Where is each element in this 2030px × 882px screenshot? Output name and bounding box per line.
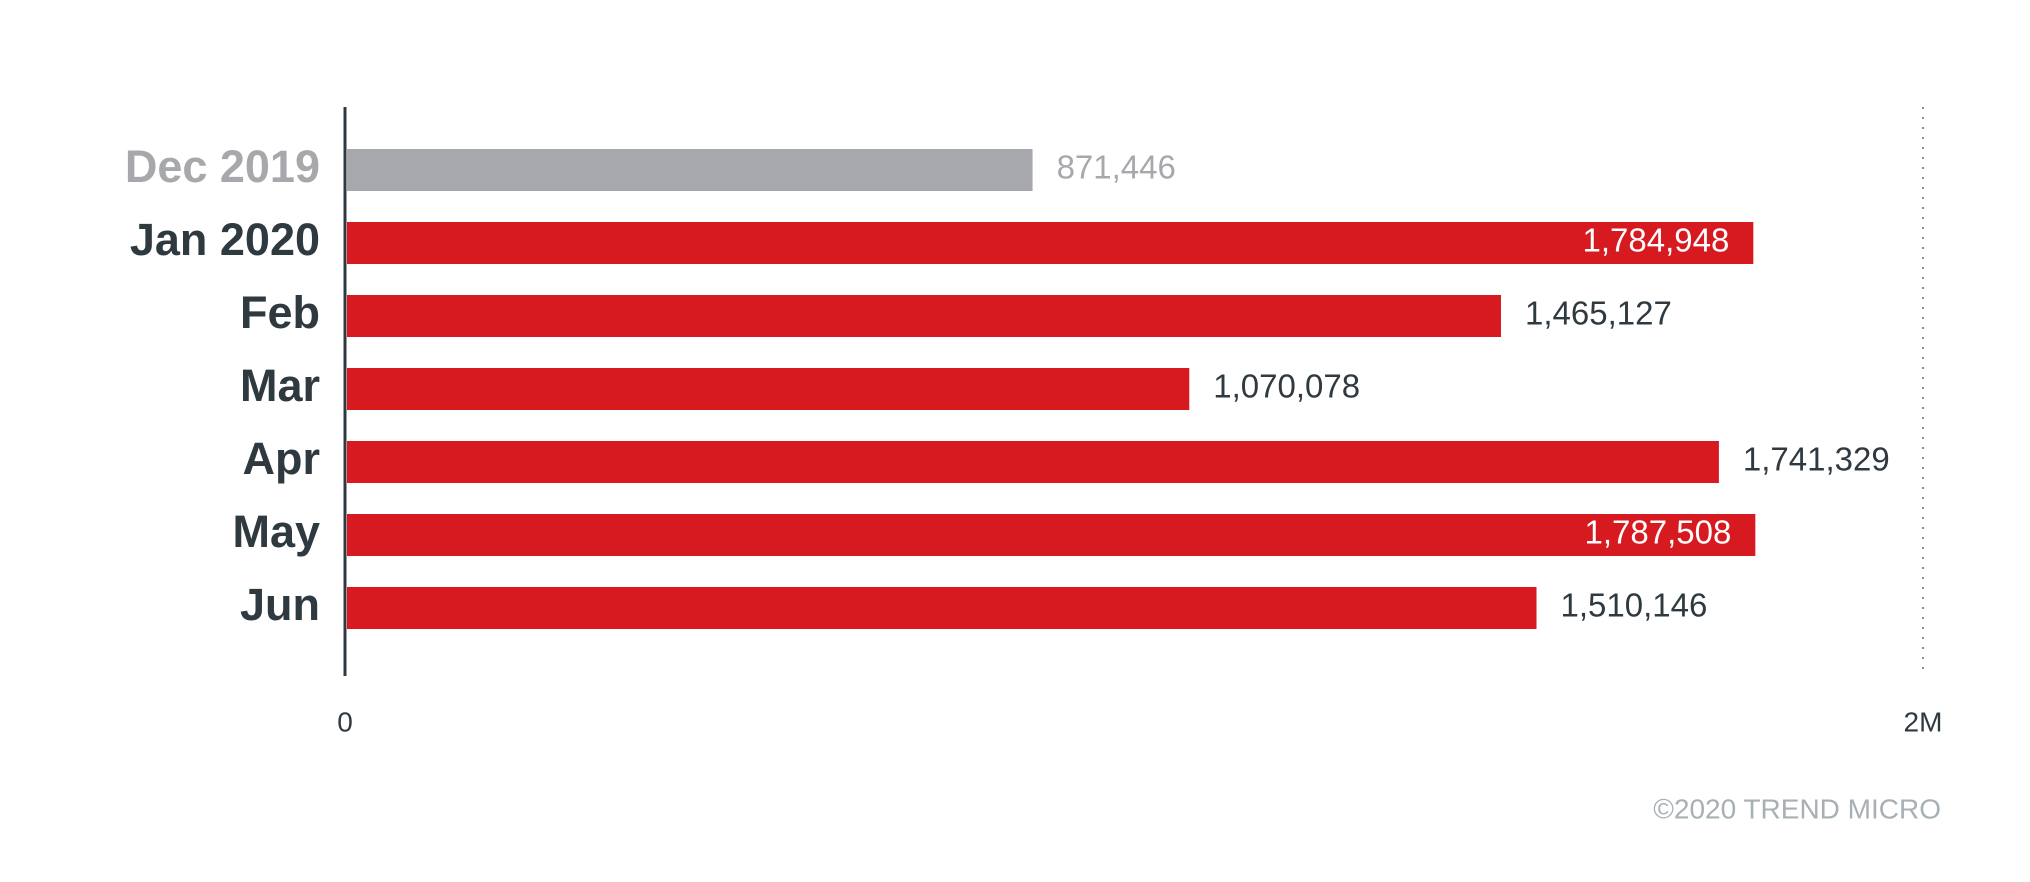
x-tick-label: 2M <box>1904 706 1943 737</box>
value-label: 1,787,508 <box>1585 514 1732 551</box>
bar <box>347 222 1754 264</box>
bar <box>347 514 1756 556</box>
y-tick-label: Mar <box>240 360 320 411</box>
y-tick-label: Dec 2019 <box>125 141 320 192</box>
x-tick-label: 0 <box>337 706 353 737</box>
bar <box>347 295 1501 337</box>
value-label: 1,510,146 <box>1561 587 1708 624</box>
value-label: 1,741,329 <box>1743 441 1890 478</box>
bar <box>347 368 1190 410</box>
value-label: 1,465,127 <box>1525 295 1672 332</box>
value-label: 871,446 <box>1057 149 1176 186</box>
bar <box>347 149 1033 191</box>
y-tick-label: May <box>232 506 320 557</box>
bar <box>347 441 1719 483</box>
y-tick-label: Jan 2020 <box>130 214 320 265</box>
bar <box>347 587 1537 629</box>
value-label: 1,070,078 <box>1213 368 1360 405</box>
footer: ©2020 TREND MICRO <box>1653 793 1941 824</box>
y-tick-label: Jun <box>240 579 320 630</box>
y-tick-label: Apr <box>243 433 321 484</box>
value-label: 1,784,948 <box>1583 222 1730 259</box>
y-tick-label: Feb <box>240 287 320 338</box>
